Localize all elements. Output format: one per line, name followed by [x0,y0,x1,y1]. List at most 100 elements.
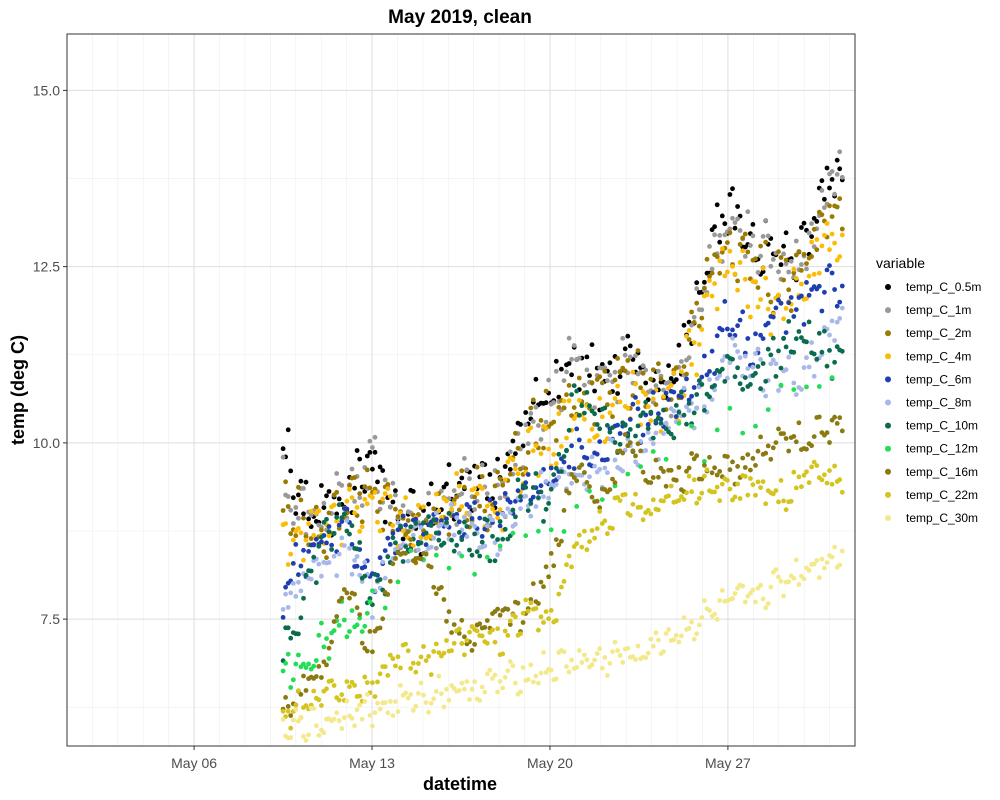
data-point [745,366,751,371]
data-point [336,697,342,703]
data-point [587,484,592,489]
data-point [482,625,488,630]
data-point [822,565,827,571]
data-point [441,540,447,546]
data-point [610,414,615,420]
data-point [428,564,434,570]
data-point [691,340,697,345]
data-point [569,392,574,397]
data-point [505,506,511,512]
data-point [753,370,758,376]
data-point [380,468,386,473]
data-point [635,399,641,405]
data-point [834,303,840,309]
data-point [650,396,656,402]
data-point [630,401,636,407]
data-point [707,454,712,460]
data-point [444,618,449,624]
data-point [334,518,340,524]
data-point [717,233,723,238]
data-point [334,514,340,520]
data-point [352,683,357,688]
data-point [638,385,643,391]
data-point [413,516,419,522]
data-point [793,252,799,258]
data-point [819,477,825,483]
data-point [359,503,365,508]
data-point [806,480,812,485]
data-point [819,178,825,184]
legend-label: temp_C_1m [906,303,971,317]
data-point [625,333,631,339]
data-point [656,415,661,421]
data-point [339,519,345,524]
data-point [296,718,301,724]
y-tick-label: 10.0 [33,435,60,451]
data-point [321,644,327,650]
data-point [750,364,756,370]
data-point [832,287,837,292]
data-point [714,333,720,339]
data-point [311,542,317,548]
data-point [781,593,786,599]
data-point [395,654,401,660]
data-point [500,536,506,542]
data-point [658,376,664,382]
data-point [285,605,291,610]
data-point [398,523,403,529]
data-point [321,549,327,555]
data-point [816,575,822,581]
data-point [648,409,654,415]
data-point [686,328,692,333]
data-point [594,526,600,531]
data-point [576,355,582,361]
data-point [548,608,554,613]
data-point [770,314,776,320]
data-point [377,555,383,561]
data-point [313,674,319,679]
data-point [464,534,470,540]
data-point [477,698,483,703]
data-point [497,519,503,524]
data-point [704,292,710,298]
data-point [707,274,712,279]
data-point [791,434,797,439]
data-point [324,493,329,499]
data-point [467,510,472,516]
data-point [791,314,797,319]
data-point [288,735,294,741]
data-point [559,584,564,590]
data-point [441,650,447,656]
data-point [385,710,391,716]
data-point [551,472,557,477]
data-point [755,285,761,290]
data-point [732,342,738,348]
data-point [605,673,610,678]
data-point [714,472,720,478]
data-point [804,469,809,475]
data-point [811,373,817,379]
data-point [617,369,623,375]
data-point [615,391,620,396]
data-point [791,270,797,276]
data-point [334,614,340,619]
data-point [564,562,569,568]
data-point [781,243,786,249]
data-point [293,661,299,667]
data-point [725,454,730,459]
data-point [459,491,465,497]
data-point [446,511,452,516]
data-point [313,723,319,729]
data-point [515,600,521,606]
data-point [702,598,707,604]
data-point [832,414,837,420]
data-point [510,457,516,463]
data-point [576,648,582,653]
data-point [753,331,758,337]
data-point [760,269,766,275]
data-point [439,518,444,524]
data-point [528,662,534,668]
data-point [686,473,692,479]
data-point [479,474,485,479]
data-point [758,253,763,259]
